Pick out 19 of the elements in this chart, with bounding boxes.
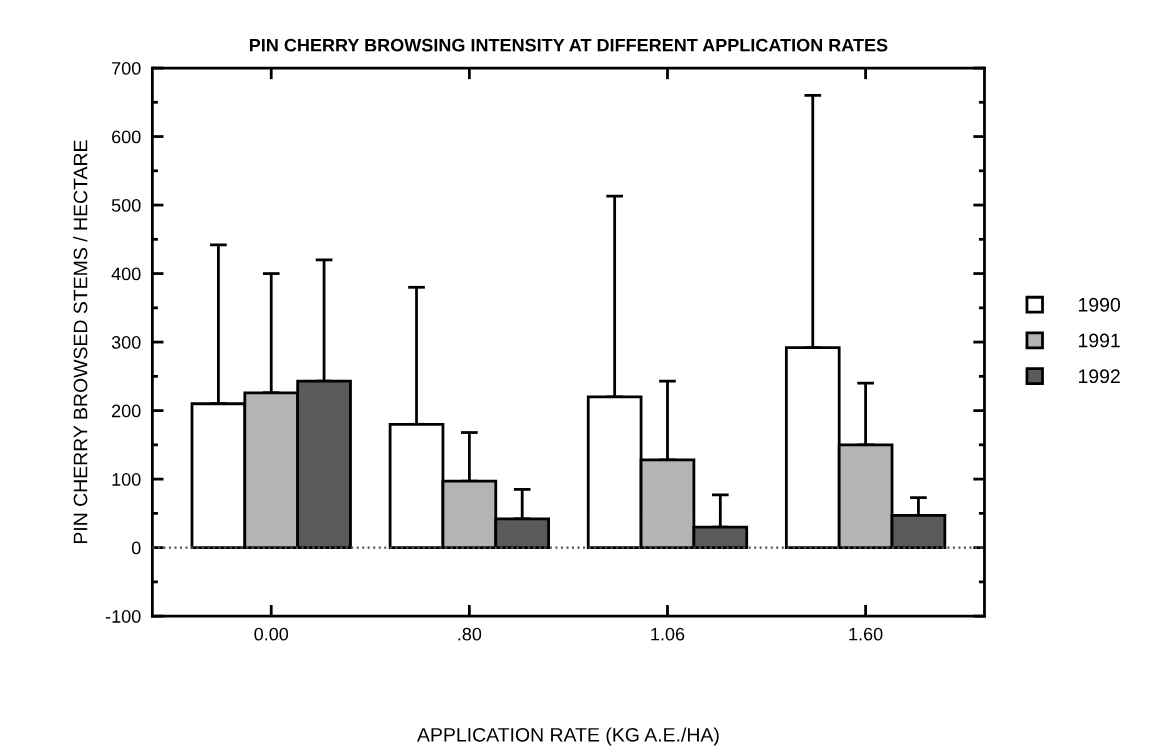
x-tick-label: .80 (458, 627, 482, 641)
x-axis-title: APPLICATION RATE (KG A.E./HA) (417, 727, 719, 746)
y-axis-title: PIN CHERRY BROWSED STEMS / HECTARE (73, 140, 88, 544)
chart-title: PIN CHERRY BROWSING INTENSITY AT DIFFERENT APPLICATION RATES (249, 38, 888, 52)
legend-label: 1991 (1078, 333, 1120, 348)
y-tick-label: -100 (105, 610, 141, 623)
y-tick-label: 600 (112, 130, 141, 144)
legend-label: 1990 (1078, 297, 1120, 312)
y-tick-label: 700 (112, 61, 141, 75)
y-tick-label: 0 (131, 541, 141, 555)
x-tick-label: 1.06 (651, 627, 685, 641)
y-tick-label: 200 (112, 404, 141, 418)
x-tick-label: 1.60 (849, 627, 883, 641)
y-tick-label: 100 (112, 473, 141, 486)
y-tick-label: 300 (111, 336, 141, 349)
y-tick-label: 500 (111, 199, 141, 212)
legend-label: 1992 (1078, 369, 1120, 384)
x-tick-label: 0.00 (254, 627, 289, 641)
y-tick-label: 400 (111, 267, 141, 281)
